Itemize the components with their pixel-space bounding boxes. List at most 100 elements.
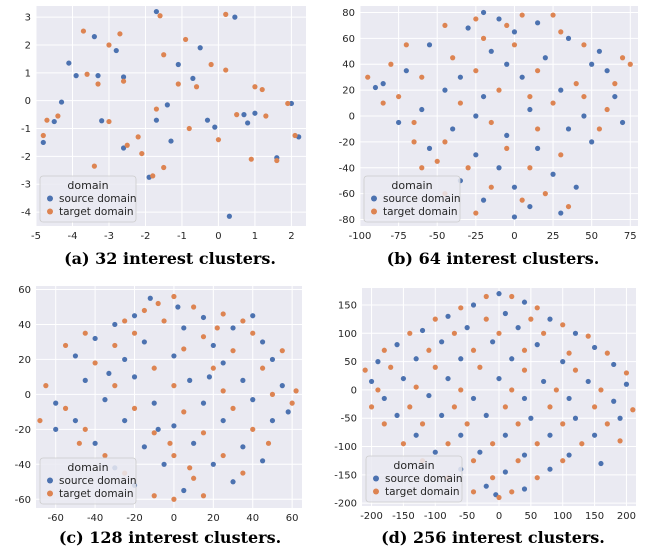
target-point — [263, 113, 269, 119]
chart-panel-a: -5 -4 -3 -2 -1 0 1 2 -4 -3 -2 -1 0 1 2 3 domain source do… — [0, 0, 320, 245]
source-point — [477, 449, 483, 455]
x-tick-label: -4 — [67, 231, 77, 242]
target-point — [480, 35, 487, 41]
source-point — [206, 374, 212, 380]
legend-marker-source — [371, 195, 377, 202]
y-tick-label: -150 — [334, 470, 357, 481]
chart-panel-d: -200 -150 -100 -50 0 50 100 150 200 -200 -150 -100 -… — [330, 282, 647, 527]
source-point — [220, 360, 226, 366]
chart-panel-c: -60 -40 -20 0 20 40 60 -60 -40 -20 0 20 40 60 domain so… — [0, 282, 320, 527]
source-point — [439, 412, 445, 419]
target-point — [141, 307, 147, 314]
x-tick-label: 25 — [547, 231, 560, 242]
x-tick-label: 1 — [252, 231, 258, 242]
source-point — [175, 61, 181, 68]
target-point — [131, 405, 138, 411]
source-point — [572, 415, 579, 421]
source-point — [515, 325, 521, 331]
y-tick-label: 0 — [351, 385, 357, 396]
target-point — [259, 86, 265, 93]
target-point — [465, 165, 471, 171]
source-point — [535, 20, 541, 26]
y-tick-label: 40 — [342, 60, 355, 71]
source-point — [542, 55, 548, 61]
source-point — [439, 339, 445, 345]
source-point — [413, 356, 419, 362]
y-tick-label: 1 — [25, 68, 31, 79]
source-point — [141, 339, 147, 345]
source-point — [560, 359, 566, 365]
y-tick-label: -40 — [15, 460, 31, 471]
source-point — [269, 356, 276, 363]
source-point — [112, 321, 118, 328]
target-point — [214, 325, 220, 331]
target-point — [419, 165, 425, 171]
target-point — [527, 93, 533, 100]
target-point — [122, 318, 128, 324]
target-point — [426, 347, 432, 353]
source-point — [73, 73, 79, 79]
source-point — [488, 48, 494, 54]
source-point — [122, 356, 128, 363]
target-point — [193, 84, 200, 90]
source-point — [171, 423, 177, 429]
source-point — [72, 417, 79, 424]
source-point — [541, 378, 547, 385]
target-point — [200, 430, 207, 436]
target-point — [151, 365, 157, 371]
target-point — [496, 87, 502, 93]
source-point — [581, 113, 587, 119]
target-point — [279, 348, 285, 354]
target-point — [535, 126, 541, 132]
source-point — [457, 74, 463, 80]
source-point — [617, 415, 623, 421]
source-point — [230, 325, 236, 331]
source-point — [566, 395, 572, 402]
target-point — [40, 132, 46, 139]
target-point — [175, 81, 181, 87]
source-point — [380, 81, 386, 87]
caption-b: (b) 64 interest clusters. — [386, 249, 600, 268]
y-tick-label: 2 — [25, 40, 31, 51]
target-point — [106, 118, 112, 125]
source-point — [465, 25, 471, 31]
source-point — [106, 370, 112, 377]
target-point — [151, 430, 157, 436]
target-point — [473, 16, 479, 22]
source-point — [535, 145, 541, 151]
source-point — [521, 299, 528, 305]
y-tick-label: 20 — [18, 355, 31, 366]
target-point — [186, 125, 192, 132]
target-point — [534, 441, 540, 447]
source-point — [252, 110, 258, 116]
legend-box — [365, 455, 463, 503]
y-tick-label: -100 — [334, 442, 357, 453]
source-point — [164, 102, 170, 108]
source-point — [230, 479, 236, 485]
target-point — [630, 407, 636, 413]
target-point — [434, 158, 440, 164]
source-point — [175, 304, 181, 310]
target-point — [220, 452, 226, 459]
target-point — [558, 29, 564, 35]
source-point — [619, 119, 626, 126]
target-point — [442, 22, 448, 29]
source-point — [120, 74, 127, 80]
source-point — [480, 197, 487, 203]
y-tick-label: 0 — [25, 96, 31, 107]
target-point — [413, 384, 419, 390]
source-point — [220, 417, 226, 424]
target-point — [208, 61, 214, 68]
source-point — [458, 356, 464, 362]
source-point — [473, 113, 479, 119]
target-point — [381, 347, 387, 353]
target-point — [171, 293, 177, 300]
legend-marker-source — [47, 195, 53, 202]
target-point — [473, 68, 479, 74]
target-point — [464, 421, 470, 427]
source-point — [483, 412, 489, 419]
target-point — [470, 458, 477, 464]
legend-marker-target — [47, 208, 53, 215]
target-point — [470, 347, 477, 353]
